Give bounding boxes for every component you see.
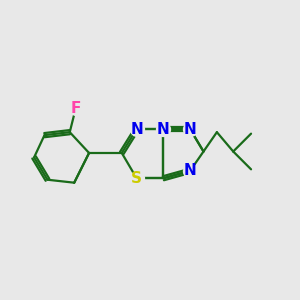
Text: F: F xyxy=(70,101,81,116)
Text: N: N xyxy=(157,122,170,137)
Text: N: N xyxy=(184,163,196,178)
Text: S: S xyxy=(131,171,142,186)
Text: N: N xyxy=(130,122,143,137)
Text: N: N xyxy=(184,122,196,137)
